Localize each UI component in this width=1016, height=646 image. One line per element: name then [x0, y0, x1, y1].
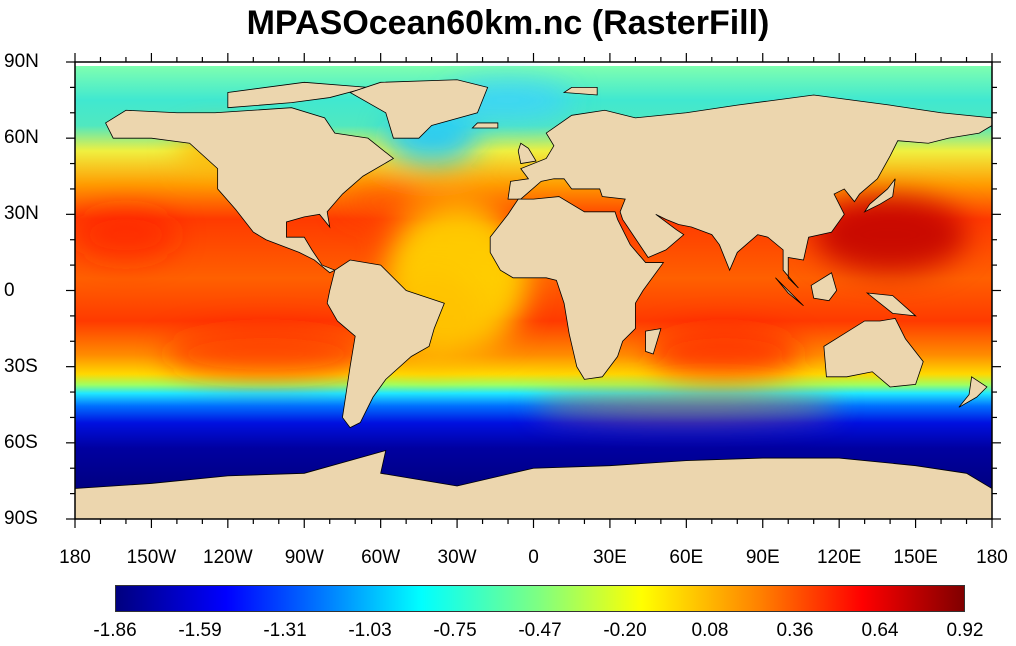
- lon-tick-label: 150E: [893, 547, 938, 568]
- colorbar-label: 0.08: [691, 620, 729, 641]
- landmass-svalbard: [562, 86, 598, 96]
- landmass-new-guinea: [865, 292, 917, 317]
- landmass-japan: [863, 178, 896, 213]
- lon-tick-label: 30W: [437, 547, 477, 568]
- landmass-south-america: [326, 259, 445, 429]
- colorbar-label: 0.64: [861, 620, 899, 641]
- lat-tick-label: 30S: [4, 355, 38, 377]
- ocean-anomaly-region: [813, 196, 967, 273]
- colorbar-label: -1.59: [178, 620, 222, 641]
- lon-tick-label: 60W: [361, 547, 401, 568]
- landmass-borneo: [810, 272, 838, 302]
- landmass-new-zealand: [958, 376, 988, 408]
- lat-tick-label: 60N: [4, 127, 39, 149]
- landmass-greenland: [349, 79, 489, 139]
- colorbar-label: 0.92: [946, 620, 984, 641]
- lat-tick-label: 90S: [4, 508, 38, 529]
- colorbar-label: -0.75: [433, 620, 477, 641]
- landmass-madagascar: [645, 328, 662, 355]
- lon-tick-label: 90W: [284, 547, 324, 568]
- lon-tick-label: 180: [976, 547, 1008, 568]
- colorbar-label: -1.86: [93, 620, 137, 641]
- landmass-sumatra: [775, 277, 804, 307]
- colorbar-label: -0.20: [603, 620, 647, 641]
- lon-tick-label: 60E: [669, 547, 704, 568]
- ocean-anomaly-region: [648, 328, 801, 380]
- lon-tick-label: 150W: [126, 547, 177, 568]
- ocean-anomaly-region: [533, 389, 840, 420]
- lon-tick-label: 0: [528, 547, 539, 568]
- ocean-anomaly-region: [164, 328, 368, 380]
- colorbar-label: -1.03: [348, 620, 392, 641]
- plot-title: MPASOcean60km.nc (RasterFill): [246, 4, 770, 42]
- landmass-iceland: [471, 122, 499, 129]
- colorbar-label: -1.31: [263, 620, 307, 641]
- landmass-eurasia: [507, 94, 992, 289]
- landmass-antarctica: [75, 449, 992, 519]
- colorbar-label: -0.47: [518, 620, 562, 641]
- colorbar-label: 0.36: [776, 620, 814, 641]
- lon-tick-label: 90E: [745, 547, 780, 568]
- landmass-great-britain: [517, 142, 537, 165]
- lat-tick-label: 90N: [4, 51, 39, 72]
- landmass-north-america: [105, 107, 395, 274]
- lon-tick-label: 120E: [816, 547, 862, 568]
- lat-tick-label: 30N: [4, 203, 39, 225]
- lon-tick-label: 30E: [593, 547, 627, 568]
- landmass-australia: [823, 317, 924, 388]
- lat-tick-label: 0: [4, 279, 15, 301]
- lon-tick-label: 120W: [203, 547, 253, 568]
- lon-tick-label: 180: [59, 547, 91, 568]
- ocean-anomaly-region: [342, 186, 419, 217]
- colorbar: [115, 585, 965, 612]
- ocean-anomaly-region: [75, 209, 177, 261]
- lat-tick-label: 60S: [4, 431, 38, 453]
- landmass-africa: [489, 196, 665, 380]
